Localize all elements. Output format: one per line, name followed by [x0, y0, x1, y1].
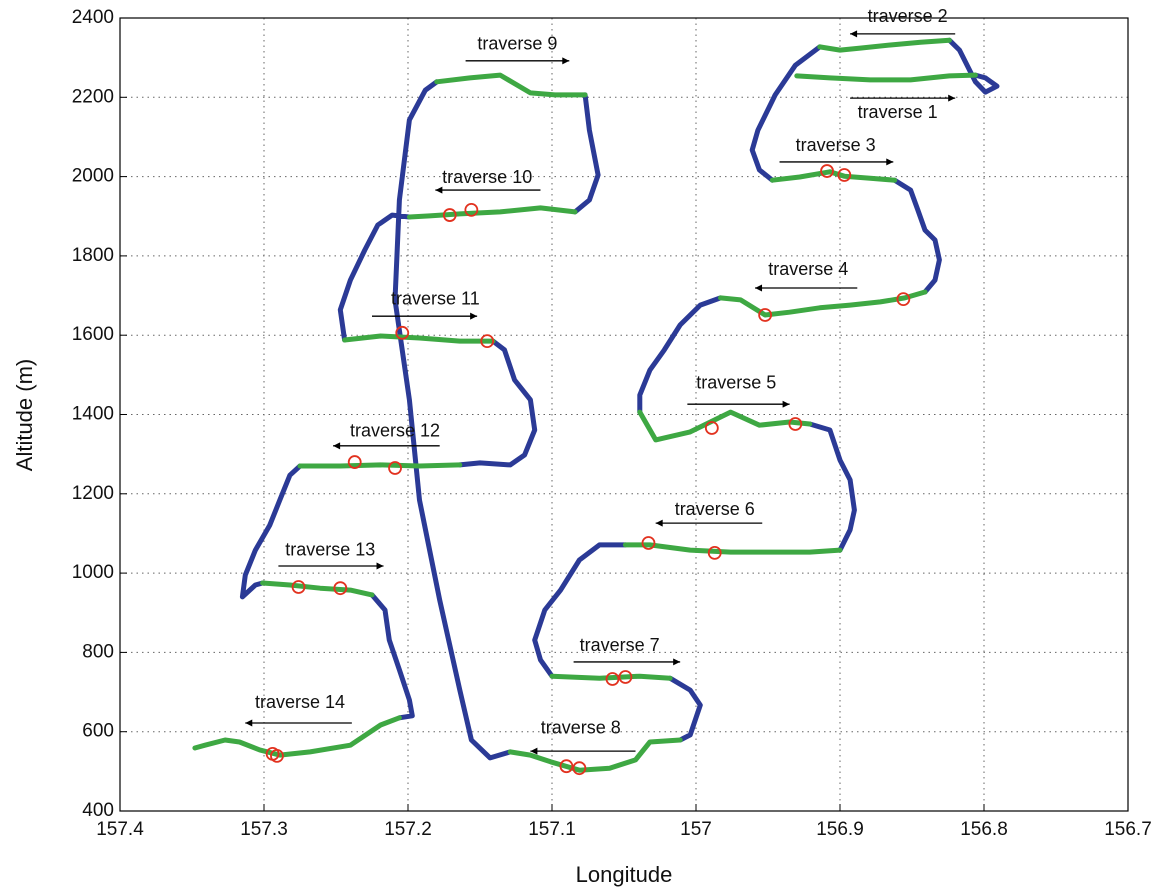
y-tick-label: 1400 [72, 404, 114, 425]
x-tick-label: 156.8 [960, 819, 1008, 840]
x-tick-label: 156.7 [1104, 819, 1152, 840]
plot-frame [119, 17, 1129, 812]
annotation-label: traverse 12 [350, 421, 440, 441]
x-tick-label: 157 [680, 819, 712, 840]
y-tick-label: 1800 [72, 245, 114, 266]
sample-marker [707, 545, 722, 560]
y-tick-label: 2200 [72, 86, 114, 107]
x-tick-label: 157.1 [528, 819, 576, 840]
y-tick-label: 1200 [72, 483, 114, 504]
sample-marker [480, 334, 495, 349]
y-tick-label: 600 [82, 721, 114, 742]
annotation-label: traverse 5 [696, 373, 776, 393]
x-tick-label: 157.4 [96, 819, 144, 840]
sample-marker [395, 325, 410, 340]
sample-marker [291, 580, 306, 594]
sample-marker [572, 761, 587, 776]
x-tick-label: 156.9 [816, 819, 864, 840]
annotation-label: traverse 6 [675, 499, 755, 519]
annotation-label: traverse 1 [858, 102, 938, 122]
sample-marker [559, 759, 574, 774]
x-tick-label: 157.2 [384, 819, 432, 840]
sample-marker [442, 208, 457, 222]
annotation-label: traverse 11 [391, 289, 480, 309]
y-tick-label: 1000 [72, 562, 114, 583]
y-axis-label: Altitude (m) [12, 359, 37, 471]
sample-marker [704, 421, 719, 435]
sample-marker [837, 168, 852, 182]
annotation-label: traverse 2 [868, 6, 948, 26]
y-tick-label: 2000 [72, 166, 114, 187]
sample-marker [388, 461, 402, 475]
sample-marker [270, 748, 284, 763]
annotation-label: traverse 8 [541, 718, 621, 738]
sample-marker [618, 670, 633, 684]
y-tick-label: 1600 [72, 324, 114, 345]
x-tick-label: 157.3 [240, 819, 288, 840]
annotation-label: traverse 7 [580, 635, 660, 655]
sample-marker [758, 308, 773, 322]
sample-marker [333, 581, 348, 596]
sample-marker [820, 164, 834, 178]
annotation-label: traverse 4 [768, 259, 848, 279]
sample-marker [464, 203, 479, 217]
annotation-label: traverse 14 [255, 692, 345, 712]
x-axis-label: Longitude [576, 862, 673, 887]
y-tick-label: 400 [82, 800, 114, 821]
sample-marker [896, 292, 911, 307]
sample-marker [347, 455, 362, 469]
track-line [239, 37, 1000, 761]
sample-marker [605, 672, 620, 686]
y-tick-label: 800 [82, 641, 114, 662]
y-tick-label: 2400 [72, 7, 114, 28]
sample-marker [788, 417, 803, 431]
sample-marker [641, 536, 656, 550]
annotation-label: traverse 10 [442, 167, 532, 187]
annotation-label: traverse 13 [285, 540, 375, 560]
annotation-label: traverse 9 [477, 34, 557, 54]
annotation-label: traverse 3 [796, 135, 876, 155]
